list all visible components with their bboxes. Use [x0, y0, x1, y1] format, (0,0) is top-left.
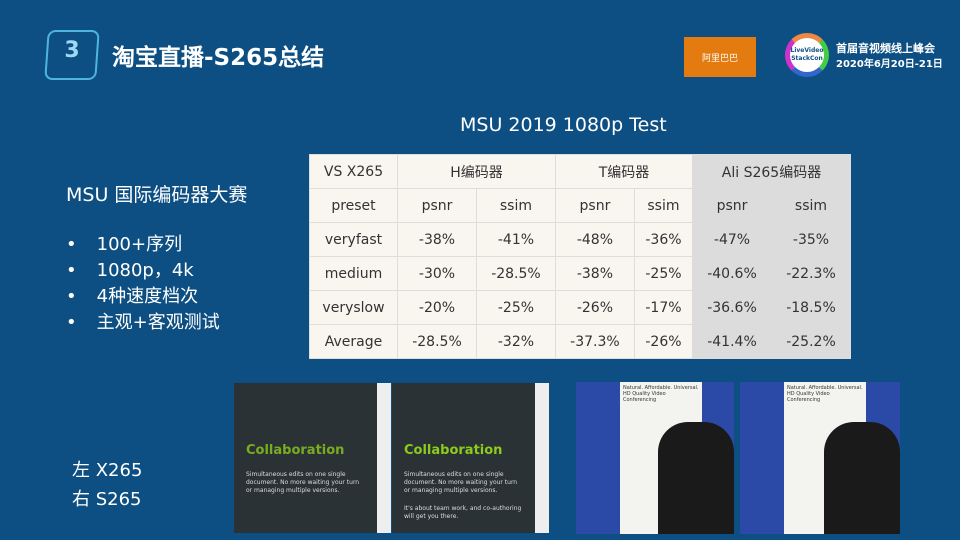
table-cell: veryfast: [309, 222, 398, 257]
table-cell: -36%: [633, 222, 694, 257]
section-number: 3: [64, 38, 80, 63]
bullet-list: 100+序列 1080p，4k 4种速度档次 主观+客观测试: [66, 232, 220, 336]
results-table: VS X265 H编码器 T编码器 Ali S265编码器 preset psn…: [309, 154, 852, 359]
livevideostack-logo: LiveVideo StackCon: [785, 33, 829, 77]
table-cell: -26%: [633, 324, 694, 359]
table-cell: -26%: [554, 290, 635, 325]
caption-right: 右 S265: [72, 489, 142, 510]
bullet-item: 主观+客观测试: [66, 310, 220, 336]
table-cell: -38%: [554, 256, 635, 291]
table-cell: -17%: [633, 290, 694, 325]
table-cell: -20%: [397, 290, 477, 325]
table-cell: -25%: [633, 256, 694, 291]
screenshot-heading: Collaboration: [246, 443, 345, 458]
person-figure: [658, 422, 734, 534]
table-cell: -40.6%: [692, 256, 772, 291]
table-title: MSU 2019 1080p Test: [460, 114, 667, 136]
table-cell: -28.5%: [397, 324, 477, 359]
table-cell: veryslow: [309, 290, 398, 325]
table-cell: -32%: [475, 324, 556, 359]
table-header-cell: VS X265: [309, 154, 398, 189]
table-cell: -22.3%: [770, 256, 852, 291]
table-cell: medium: [309, 256, 398, 291]
frame-edge: [377, 383, 391, 533]
table-cell: -38%: [397, 222, 477, 257]
table-header-cell: Ali S265编码器: [692, 154, 851, 189]
table-cell: -30%: [397, 256, 477, 291]
table-header-row: VS X265 H编码器 T编码器 Ali S265编码器: [309, 154, 851, 189]
frame-edge: [535, 383, 549, 533]
table-cell: preset: [309, 188, 398, 223]
table-cell: psnr: [397, 188, 477, 223]
conference-date: 2020年6月20日-21日: [836, 59, 943, 70]
table-cell: -36.6%: [692, 290, 772, 325]
table-cell: -47%: [692, 222, 772, 257]
x265-screenshot-2: Natural. Affordable. Universal. HD Quali…: [576, 382, 734, 534]
bullet-item: 1080p，4k: [66, 258, 220, 284]
table-header-cell: T编码器: [554, 154, 694, 189]
table-cell: -25.2%: [770, 324, 852, 359]
screenshot-heading: Collaboration: [404, 443, 503, 458]
table-header-cell: H编码器: [397, 154, 556, 189]
table-cell: -48%: [554, 222, 635, 257]
table-cell: Average: [309, 324, 398, 359]
table-cell: -18.5%: [770, 290, 852, 325]
table-cell: -35%: [770, 222, 852, 257]
table-subheader-row: preset psnr ssim psnr ssim psnr ssim: [309, 188, 852, 223]
table-row: veryslow -20% -25% -26% -17% -36.6% -18.5%: [309, 290, 852, 325]
caption-left: 左 X265: [72, 460, 143, 481]
screenshot-text: Simultaneous edits on one single documen…: [246, 471, 360, 494]
screenshot-text: Simultaneous edits on one single documen…: [404, 471, 518, 494]
conference-name: 首届音视频线上峰会: [836, 42, 935, 55]
s265-screenshot-1: Collaboration Simultaneous edits on one …: [392, 383, 535, 533]
table-cell: -41.4%: [692, 324, 772, 359]
table-row: veryfast -38% -41% -48% -36% -47% -35%: [309, 222, 852, 257]
table-row: Average -28.5% -32% -37.3% -26% -41.4% -25.2%: [309, 324, 852, 359]
table-cell: ssim: [770, 188, 852, 223]
table-cell: -37.3%: [554, 324, 635, 359]
person-figure: [824, 422, 900, 534]
table-cell: psnr: [692, 188, 772, 223]
s265-screenshot-2: Natural. Affordable. Universal. HD Quali…: [740, 382, 900, 534]
table-cell: ssim: [633, 188, 694, 223]
bullet-item: 100+序列: [66, 232, 220, 258]
table-cell: -41%: [475, 222, 556, 257]
table-cell: psnr: [554, 188, 635, 223]
x265-screenshot-1: Collaboration Simultaneous edits on one …: [234, 383, 377, 533]
slide-title: 淘宝直播-S265总结: [112, 45, 325, 71]
table-cell: -25%: [475, 290, 556, 325]
table-row: medium -30% -28.5% -38% -25% -40.6% -22.3%: [309, 256, 852, 291]
bullet-item: 4种速度档次: [66, 284, 220, 310]
table-cell: ssim: [475, 188, 556, 223]
lead-text: MSU 国际编码器大赛: [66, 184, 248, 206]
screenshot-text: It's about team work, and co-authoring w…: [404, 505, 522, 520]
table-cell: -28.5%: [475, 256, 556, 291]
alibaba-logo: 阿里巴巴: [684, 37, 756, 77]
